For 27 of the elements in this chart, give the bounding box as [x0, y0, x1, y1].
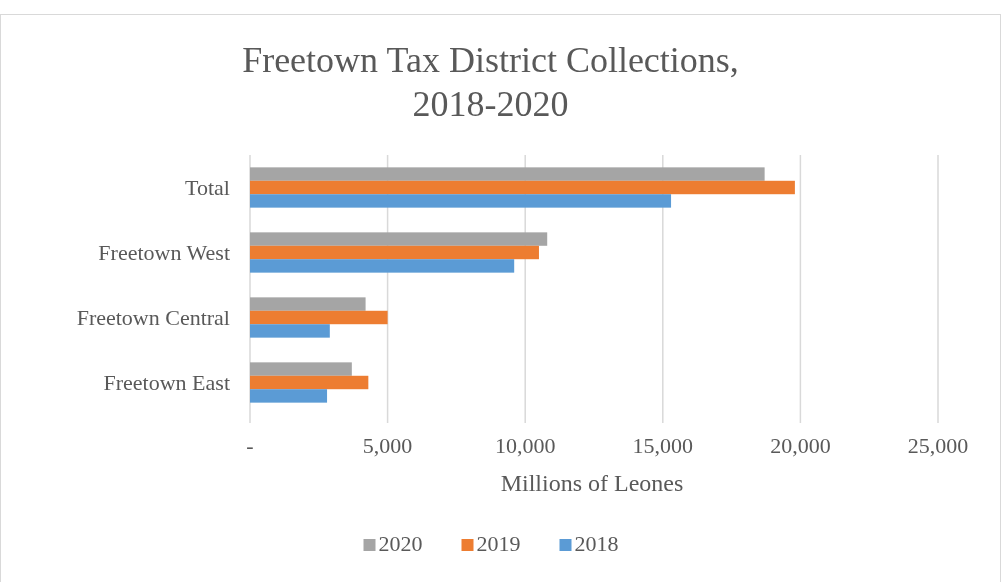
- legend-label: 2018: [574, 531, 619, 556]
- bar: [250, 375, 369, 390]
- y-tick-label: Freetown East: [103, 370, 230, 396]
- x-tick-label: 15,000: [632, 433, 694, 458]
- x-tick-label: 5,000: [362, 433, 413, 458]
- legend-label: 2019: [476, 531, 521, 556]
- x-tick-label: -: [246, 433, 254, 458]
- x-tick-label: 20,000: [770, 433, 831, 458]
- y-tick-label: Total: [185, 175, 230, 201]
- bar: [250, 362, 352, 376]
- bar: [250, 180, 795, 195]
- x-tick-label: 25,000: [907, 433, 969, 458]
- x-tick-label: 10,000: [494, 433, 556, 458]
- y-tick-label: Freetown Central: [76, 305, 230, 331]
- bar: [250, 245, 539, 260]
- bar: [250, 259, 515, 273]
- x-axis-title: Millions of Leones: [500, 470, 684, 496]
- bar: [250, 310, 388, 325]
- bar: [250, 389, 328, 403]
- legend-label: 2020: [378, 531, 423, 556]
- bar: [250, 167, 765, 181]
- bar: [250, 297, 366, 311]
- bar: [250, 194, 672, 208]
- bar: [250, 324, 330, 338]
- y-tick-label: Freetown West: [98, 240, 230, 266]
- chart-title: Freetown Tax District Collections, 2018-2020: [242, 40, 739, 124]
- bar: [250, 232, 548, 246]
